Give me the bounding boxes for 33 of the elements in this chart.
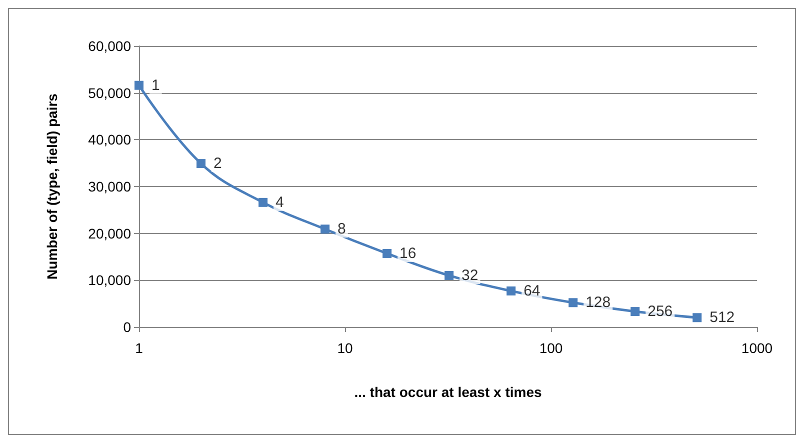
x-tick-label: 100 bbox=[539, 340, 563, 356]
annotation: 32 bbox=[462, 266, 478, 284]
annotation: 256 bbox=[648, 303, 673, 320]
point bbox=[382, 248, 392, 258]
x-axis-title: ... that occur at least x times bbox=[354, 384, 542, 400]
y-tick-label: 10,000 bbox=[88, 272, 132, 288]
point bbox=[134, 80, 144, 90]
x-tick-label: 1000 bbox=[741, 340, 773, 356]
x-tick-label: 10 bbox=[337, 340, 353, 356]
annotation: 4 bbox=[276, 194, 284, 211]
point bbox=[568, 298, 578, 308]
point bbox=[320, 224, 330, 234]
annotation: 128 bbox=[586, 294, 611, 312]
point bbox=[692, 313, 702, 322]
y-tick-label: 20,000 bbox=[88, 225, 132, 242]
y-tick-label: 30,000 bbox=[88, 178, 132, 194]
point bbox=[444, 270, 454, 280]
x-tick-label: 1 bbox=[135, 340, 144, 356]
point bbox=[506, 286, 516, 296]
point bbox=[630, 307, 640, 316]
annotation: 1 bbox=[152, 76, 160, 94]
y-tick-label: 50,000 bbox=[88, 84, 132, 101]
y-tick-label: 60,000 bbox=[88, 38, 132, 54]
annotation: 8 bbox=[338, 220, 346, 238]
annotation: 64 bbox=[524, 282, 540, 300]
y-axis-title: Number of (type, field) pairs bbox=[44, 93, 60, 280]
annotation: 2 bbox=[214, 155, 222, 172]
point bbox=[196, 159, 206, 168]
point bbox=[258, 198, 268, 207]
y-tick-label: 0 bbox=[123, 319, 132, 335]
annotation: 16 bbox=[400, 244, 416, 262]
annotation: 512 bbox=[710, 309, 735, 326]
y-tick-label: 40,000 bbox=[88, 132, 132, 148]
